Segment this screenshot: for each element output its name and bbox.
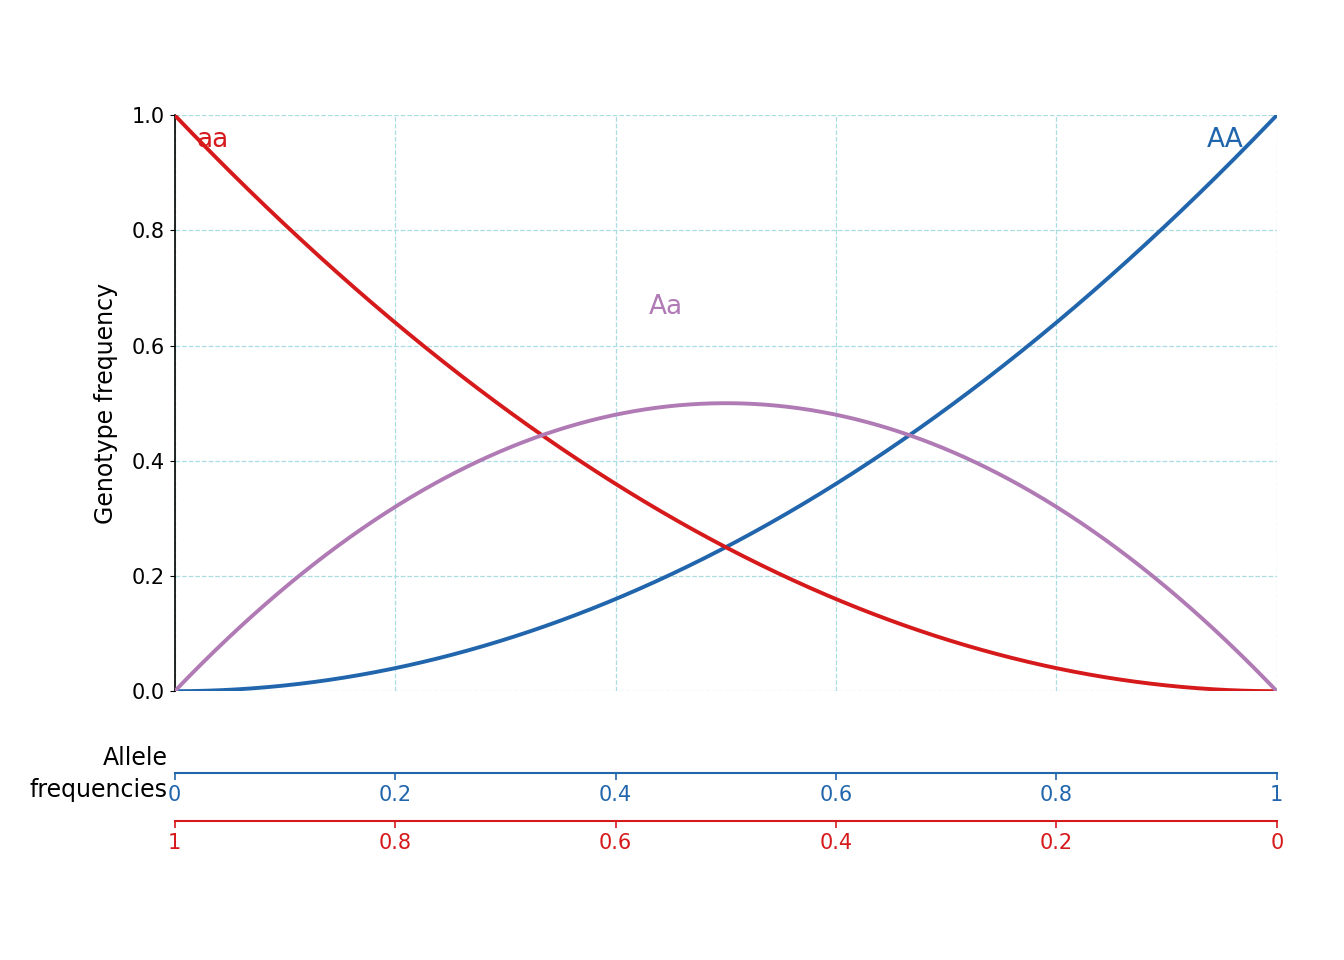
Text: AA: AA [1207, 127, 1243, 153]
Text: aa: aa [196, 127, 228, 153]
Text: Aa: Aa [649, 294, 683, 320]
Text: Allele
frequencies: Allele frequencies [30, 746, 168, 802]
Y-axis label: Genotype frequency: Genotype frequency [94, 282, 118, 524]
